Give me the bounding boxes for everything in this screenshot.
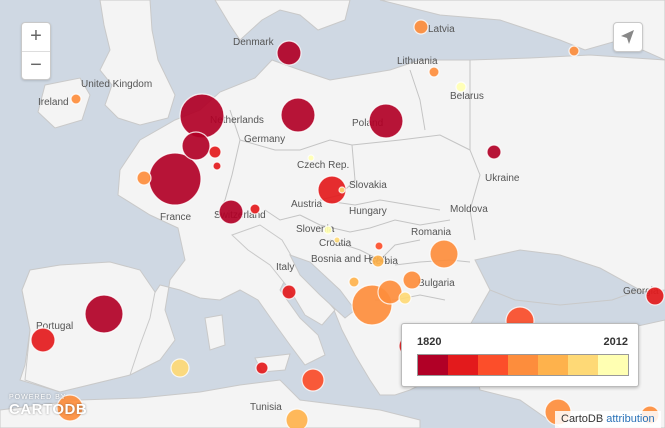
- attribution-bar: CartoDB attribution: [555, 411, 661, 428]
- marker-berlin[interactable]: [280, 97, 316, 133]
- marker-brussels[interactable]: [181, 131, 211, 161]
- zoom-out-button[interactable]: −: [30, 54, 42, 76]
- label-france: France: [160, 212, 192, 223]
- label-slovenia: Slovenia: [296, 224, 335, 235]
- label-bosnia: Bosnia and Herz.: [311, 254, 388, 265]
- share-button[interactable]: [613, 22, 643, 52]
- marker-balearic[interactable]: [170, 358, 190, 378]
- marker-zurich[interactable]: [249, 203, 261, 215]
- marker-sofia[interactable]: [402, 270, 422, 290]
- powered-by-text: POWERED BY: [9, 394, 67, 401]
- label-latvia: Latvia: [428, 24, 455, 35]
- label-netherlands: Netherlands: [210, 115, 264, 126]
- marker-libya[interactable]: [285, 408, 309, 428]
- adriatic-sea: [289, 254, 356, 319]
- marker-morocco[interactable]: [56, 394, 84, 422]
- legend-swatch-3: [508, 355, 538, 375]
- marker-moscow-way[interactable]: [568, 45, 580, 57]
- marker-madrid[interactable]: [84, 294, 124, 334]
- marker-dubrovnik[interactable]: [348, 276, 360, 288]
- send-icon: [621, 30, 634, 44]
- marker-palermo[interactable]: [255, 361, 269, 375]
- label-ukraine: Ukraine: [485, 173, 520, 184]
- label-slovakia: Slovakia: [349, 180, 387, 191]
- attribution-prefix: CartoDB: [561, 413, 604, 425]
- cartodb-logo[interactable]: POWERED BY CARTODB: [9, 394, 87, 418]
- label-united-kingdom: United Kingdom: [81, 79, 152, 90]
- legend-swatch-2: [478, 355, 508, 375]
- legend-min-label: 1820: [417, 336, 442, 348]
- label-bulgaria: Bulgaria: [418, 278, 455, 289]
- label-austria: Austria: [291, 199, 323, 210]
- marker-riga[interactable]: [413, 19, 429, 35]
- label-lithuania: Lithuania: [397, 56, 438, 67]
- label-georgia: Georgia: [623, 286, 659, 297]
- marker-malta-sea[interactable]: [301, 368, 325, 392]
- marker-warsaw[interactable]: [368, 103, 404, 139]
- marker-kyiv[interactable]: [486, 144, 502, 160]
- marker-normandy[interactable]: [136, 170, 152, 186]
- zoom-in-button[interactable]: +: [22, 23, 50, 52]
- marker-sarajevo[interactable]: [371, 254, 385, 268]
- marker-dublin[interactable]: [70, 93, 82, 105]
- marker-bratislava[interactable]: [338, 186, 346, 194]
- label-germany: Germany: [244, 134, 285, 145]
- legend-swatch-1: [448, 355, 478, 375]
- label-czech-rep: Czech Rep.: [297, 160, 349, 171]
- label-belarus: Belarus: [450, 91, 484, 102]
- zoom-control: + −: [21, 22, 51, 80]
- marker-belgrade[interactable]: [374, 241, 384, 251]
- marker-tbilisi[interactable]: [645, 286, 665, 306]
- label-portugal: Portugal: [36, 321, 73, 332]
- black-sea: [474, 249, 642, 306]
- marker-liege[interactable]: [208, 145, 222, 159]
- legend: 1820 2012: [401, 323, 639, 387]
- marker-prague[interactable]: [307, 154, 315, 162]
- attribution-link[interactable]: attribution: [606, 413, 655, 425]
- legend-swatch-5: [568, 355, 598, 375]
- label-romania: Romania: [411, 227, 451, 238]
- legend-max-label: 2012: [603, 336, 628, 348]
- legend-swatch-0: [418, 355, 448, 375]
- label-tunisia: Tunisia: [250, 402, 282, 413]
- label-croatia: Croatia: [319, 238, 352, 249]
- marker-vienna[interactable]: [317, 175, 347, 205]
- marker-vilnius[interactable]: [428, 66, 440, 78]
- legend-color-ramp: [417, 354, 629, 376]
- marker-ljubljana[interactable]: [323, 225, 333, 235]
- label-poland: Poland: [352, 118, 383, 129]
- marker-geneva[interactable]: [218, 199, 244, 225]
- cartodb-wordmark: CARTODB: [9, 401, 88, 418]
- marker-bucharest[interactable]: [429, 239, 459, 269]
- legend-swatch-6: [598, 355, 628, 375]
- marker-rome[interactable]: [281, 284, 297, 300]
- marker-minsk[interactable]: [455, 81, 467, 93]
- label-denmark: Denmark: [233, 37, 275, 48]
- marker-zagreb-small[interactable]: [333, 236, 341, 244]
- label-hungary: Hungary: [349, 206, 387, 217]
- label-italy: Italy: [276, 262, 294, 273]
- marker-luxembourg[interactable]: [212, 161, 222, 171]
- marker-netherlands[interactable]: [179, 93, 225, 139]
- legend-swatch-4: [538, 355, 568, 375]
- marker-thessaloniki[interactable]: [398, 291, 412, 305]
- marker-paris[interactable]: [148, 152, 202, 206]
- marker-copenhagen[interactable]: [276, 40, 302, 66]
- label-moldova: Moldova: [450, 204, 488, 215]
- marker-lisbon[interactable]: [30, 327, 56, 353]
- label-ireland: Ireland: [38, 97, 69, 108]
- marker-skopje[interactable]: [377, 279, 403, 305]
